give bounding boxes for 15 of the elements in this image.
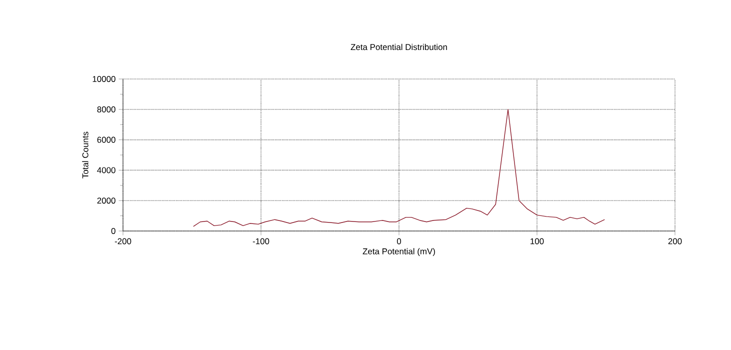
chart-title: Zeta Potential Distribution (350, 44, 447, 50)
y-tick-label: 6000 (97, 136, 116, 143)
x-tick-label: -100 (252, 238, 270, 244)
y-tick-label: 10000 (92, 76, 116, 82)
x-tick-label: 200 (668, 238, 682, 244)
x-axis-title: Zeta Potential (mV) (362, 248, 435, 256)
x-tick-label: 100 (530, 238, 544, 244)
y-axis-title: Total Counts (82, 132, 88, 178)
y-tick-label: 0 (111, 228, 116, 234)
y-tick-label: 2000 (97, 198, 116, 204)
y-tick-label: 8000 (97, 106, 116, 112)
line-series (193, 109, 605, 227)
x-tick-label: -200 (114, 238, 132, 244)
x-tick-label: 0 (396, 238, 402, 244)
y-tick-label: 4000 (97, 167, 116, 174)
